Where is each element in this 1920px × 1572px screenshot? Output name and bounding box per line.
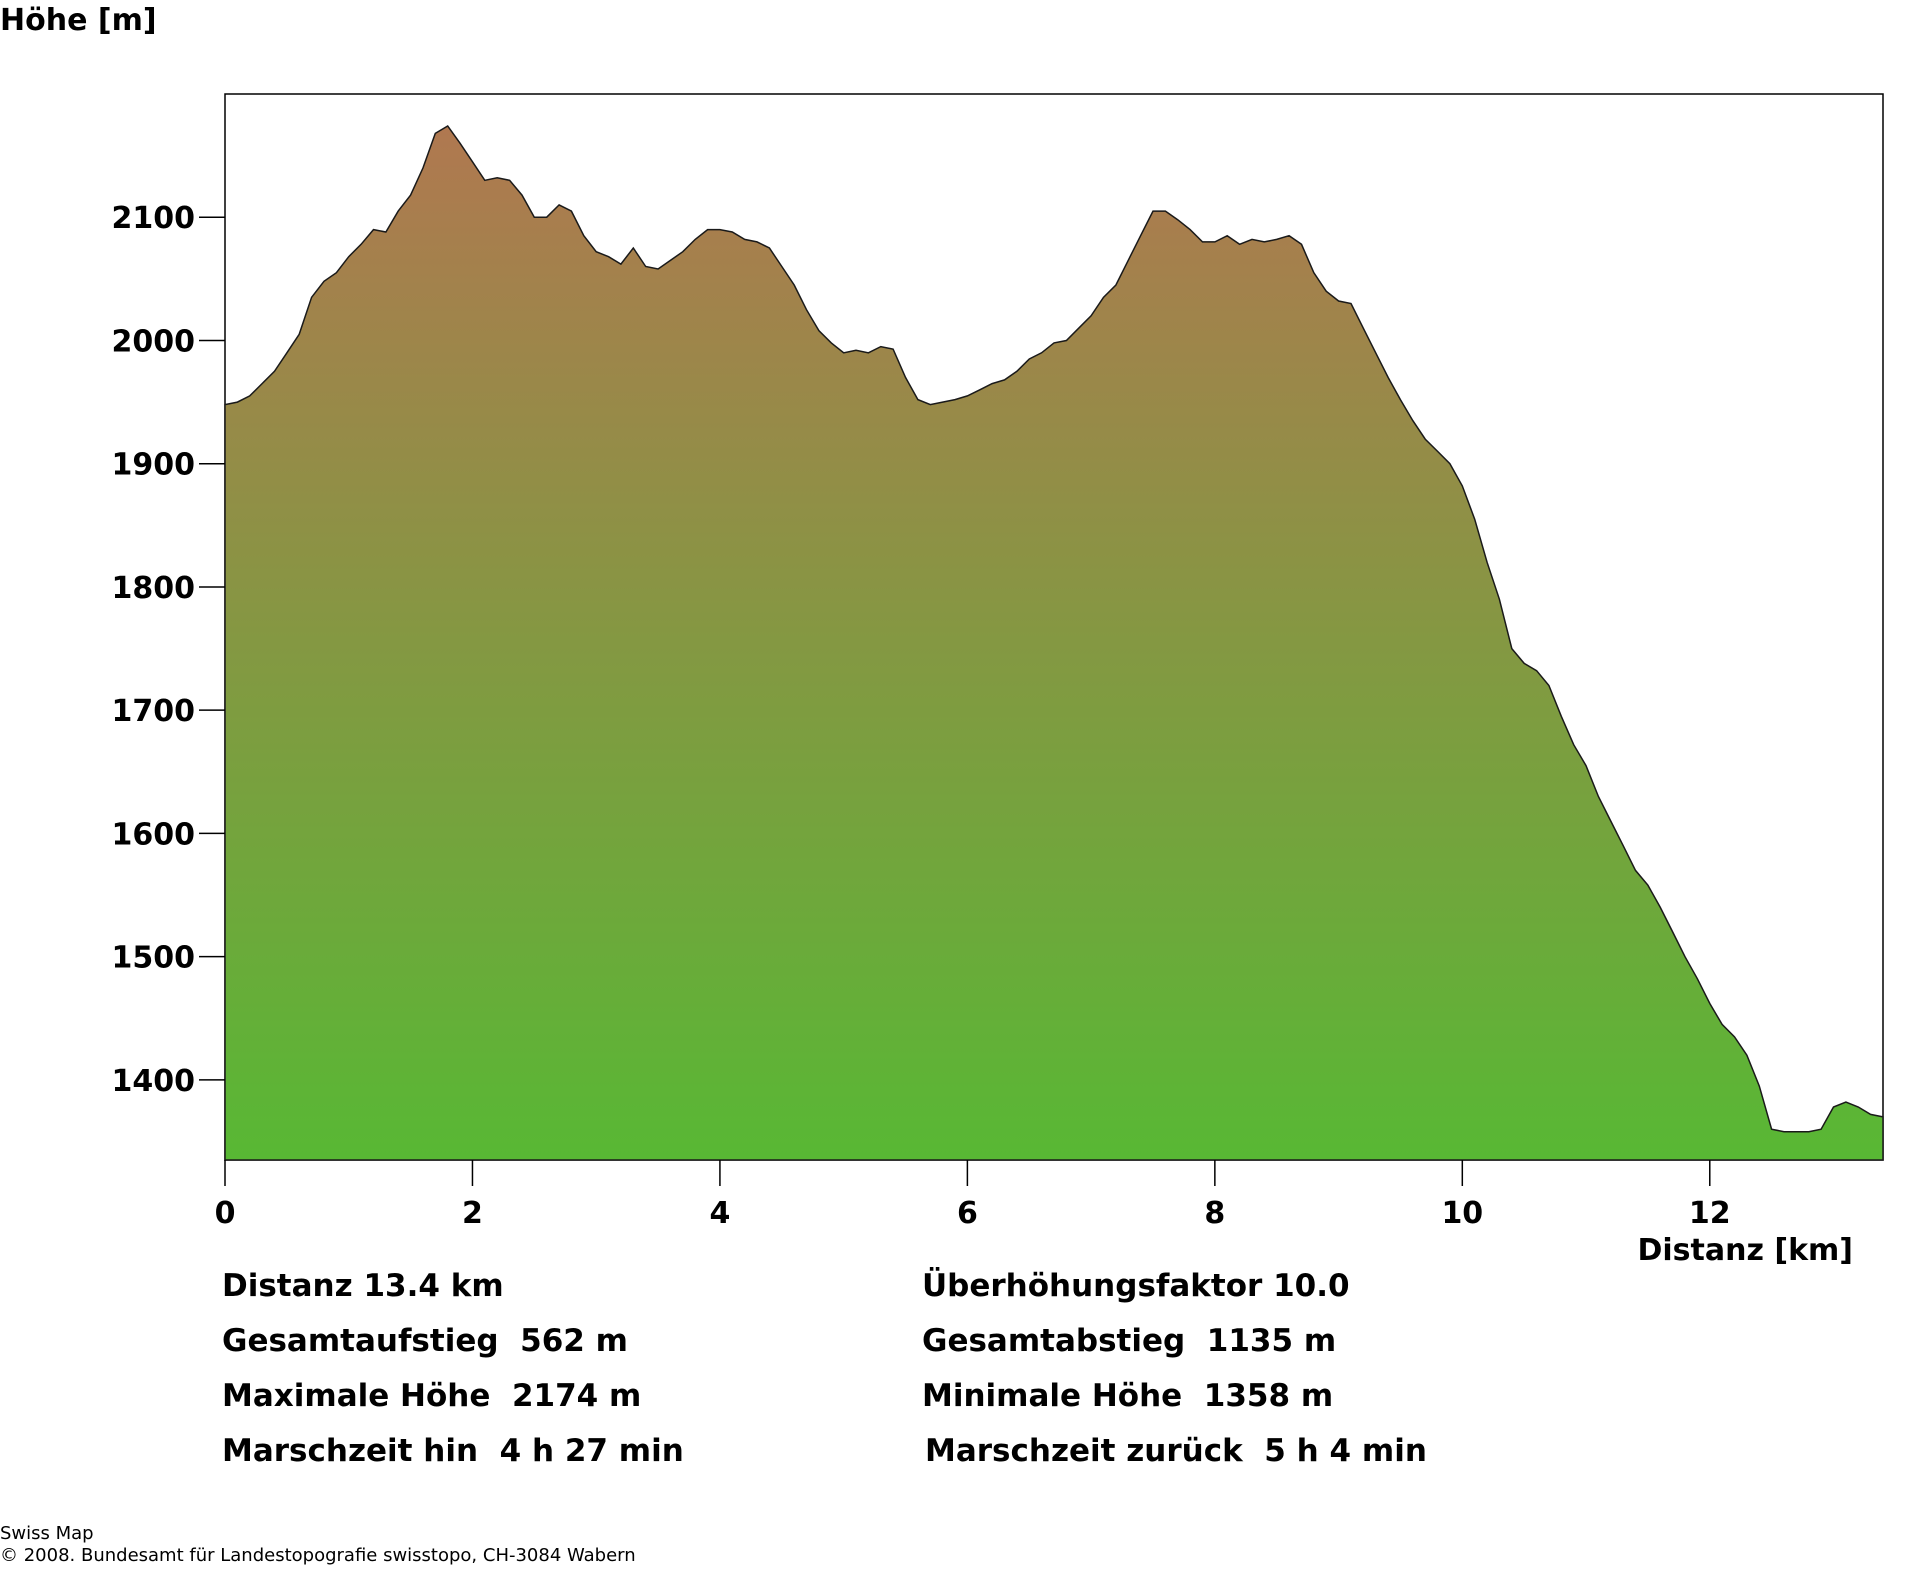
stat-walking-time-back: Marschzeit zurück 5 h 4 min <box>925 1433 1427 1469</box>
stat-walking-time-out: Marschzeit hin 4 h 27 min <box>222 1433 684 1469</box>
x-axis-title: Distanz [km] <box>1637 1233 1853 1268</box>
y-axis-title: Höhe [m] <box>0 3 157 38</box>
y-tick-label: 1400 <box>112 1064 196 1099</box>
stat-total-descent: Gesamtabstieg 1135 m <box>922 1323 1337 1359</box>
stat-exaggeration-factor: Überhöhungsfaktor 10.0 <box>922 1268 1350 1304</box>
stat-total-ascent: Gesamtaufstieg 562 m <box>222 1323 628 1359</box>
y-tick-label: 1700 <box>112 694 196 729</box>
y-tick-label: 1900 <box>112 448 196 483</box>
stat-max-elevation: Maximale Höhe 2174 m <box>222 1378 642 1414</box>
y-axis-ticks: 1400 1500 1600 1700 1800 1900 2000 2100 <box>112 201 225 1099</box>
x-tick-label: 12 <box>1689 1196 1731 1231</box>
elevation-area <box>224 125 1884 1161</box>
x-tick-label: 2 <box>462 1196 483 1231</box>
x-tick-label: 8 <box>1204 1196 1225 1231</box>
stat-min-elevation: Minimale Höhe 1358 m <box>922 1378 1334 1414</box>
footer-copyright: © 2008. Bundesamt für Landestopografie s… <box>0 1545 636 1566</box>
x-tick-label: 10 <box>1441 1196 1483 1231</box>
x-tick-label: 0 <box>215 1196 236 1231</box>
x-tick-label: 4 <box>709 1196 730 1231</box>
y-tick-label: 2000 <box>112 324 196 359</box>
x-tick-label: 6 <box>957 1196 978 1231</box>
stat-distance: Distanz 13.4 km <box>222 1268 504 1304</box>
y-tick-label: 1500 <box>112 941 196 976</box>
x-axis-ticks: 0 2 4 6 8 10 12 <box>215 1160 1731 1231</box>
footer-source: Swiss Map <box>0 1523 94 1544</box>
y-tick-label: 1600 <box>112 817 196 852</box>
y-tick-label: 1800 <box>112 571 196 606</box>
y-tick-label: 2100 <box>112 201 196 236</box>
